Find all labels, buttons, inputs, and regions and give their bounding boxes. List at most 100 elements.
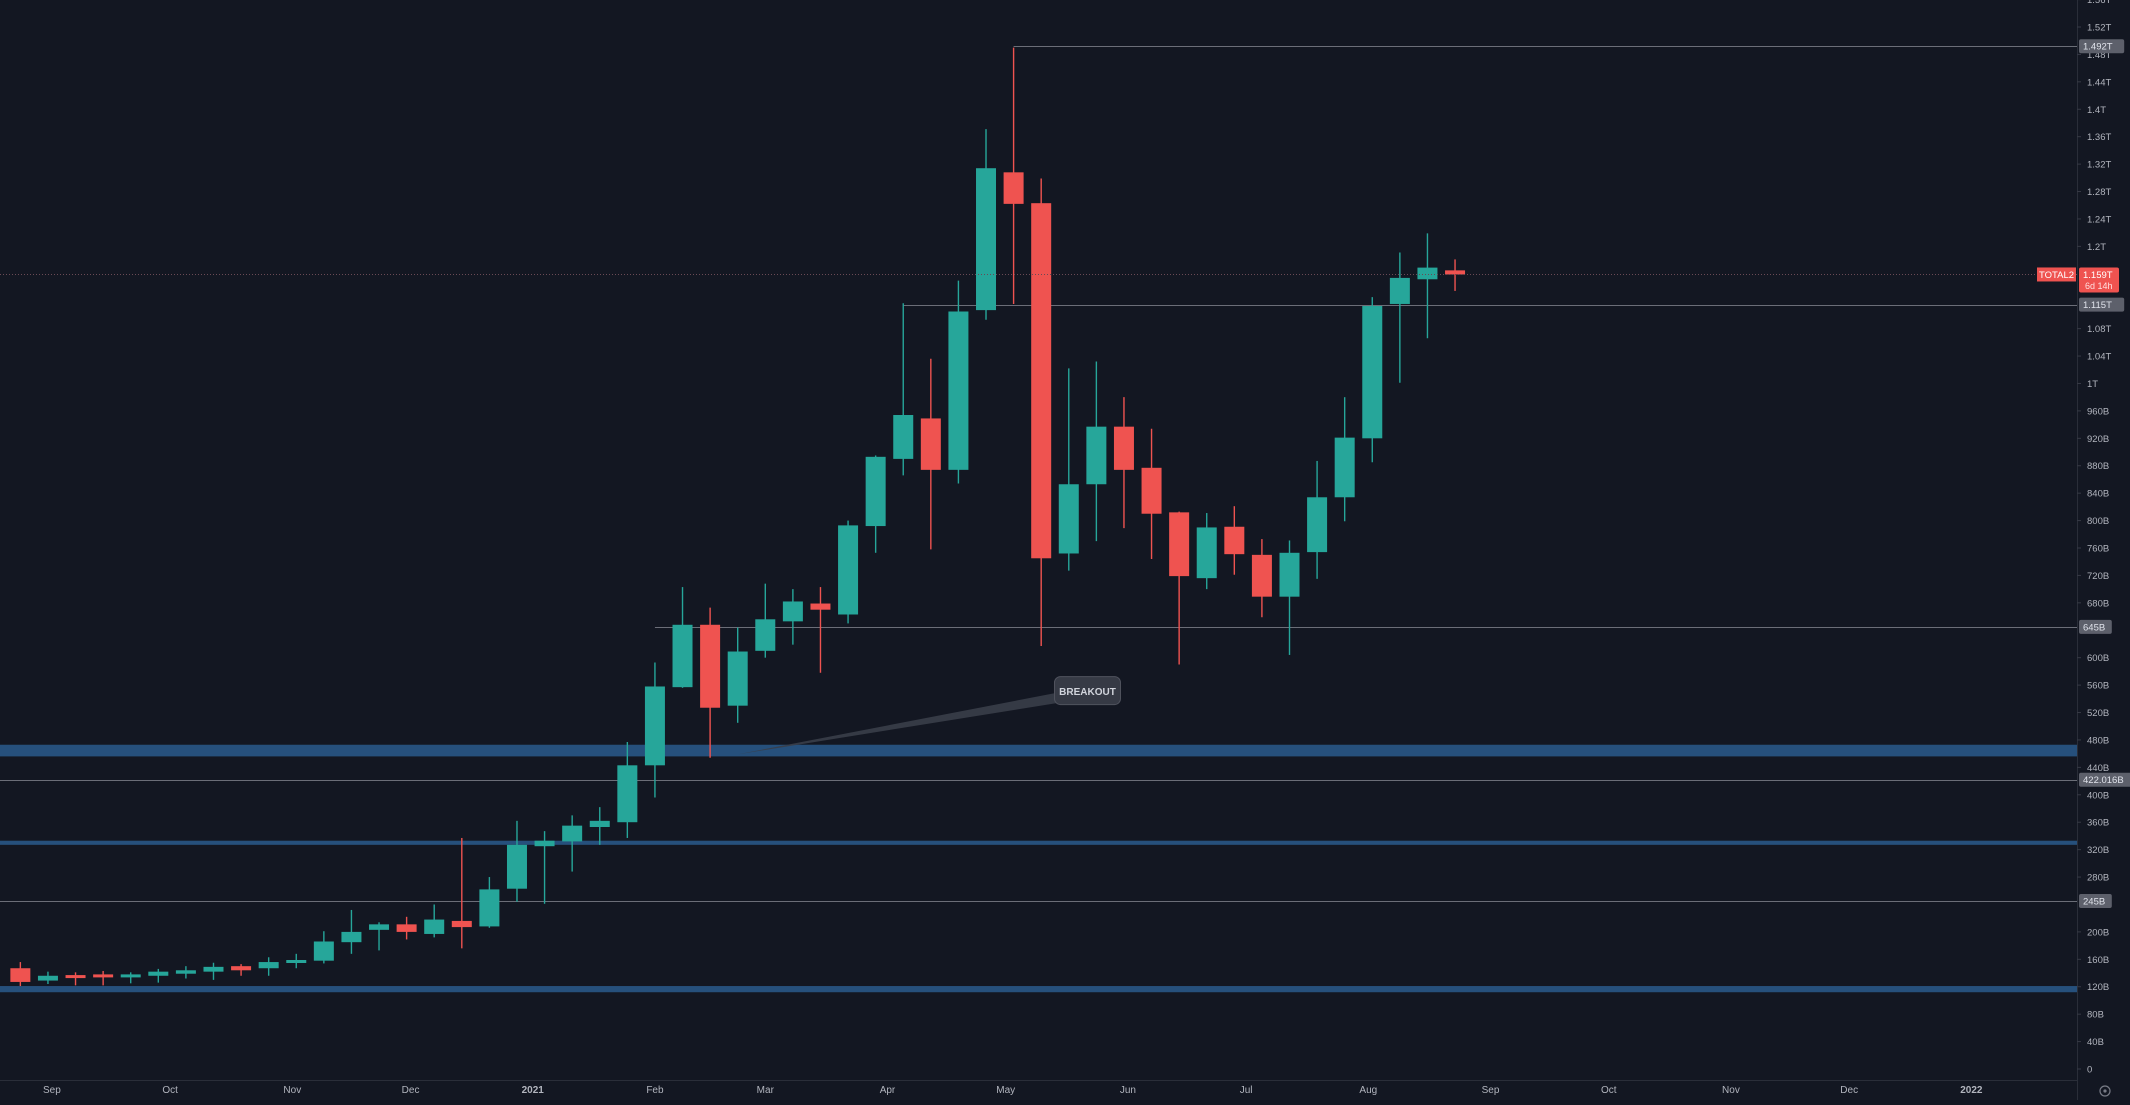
y-tick-label: 1.52T <box>2087 23 2111 34</box>
level-badge <box>2079 894 2112 909</box>
candle-body <box>920 418 941 470</box>
price-axis[interactable]: 040B80B120B160B200B280B320B360B400B440B4… <box>2077 0 2130 1076</box>
candles <box>10 47 1466 987</box>
candle-2021-07-26 <box>1334 397 1355 522</box>
candle-body <box>1251 554 1272 597</box>
candle-2020-11-02 <box>286 953 307 969</box>
y-tick-label: 480B <box>2087 735 2109 746</box>
candle-body <box>727 651 748 706</box>
settings-icon[interactable] <box>2099 1085 2111 1097</box>
y-tick-label: 80B <box>2087 1010 2104 1021</box>
candle-2021-03-15 <box>810 587 831 673</box>
y-tick-label: 560B <box>2087 681 2109 692</box>
y-tick-label: 360B <box>2087 818 2109 829</box>
x-tick-label: 2021 <box>522 1085 545 1096</box>
y-tick-label: 880B <box>2087 461 2109 472</box>
candle-body <box>1086 426 1107 485</box>
y-tick-label: 920B <box>2087 434 2109 445</box>
level-badge-label: 645B <box>2083 622 2105 633</box>
candle-2021-07-19 <box>1307 460 1328 579</box>
candle-2021-01-18 <box>589 807 610 845</box>
y-tick-label: 1.44T <box>2087 77 2111 88</box>
candle-body <box>1113 426 1134 470</box>
candle-body <box>589 820 610 828</box>
candle-2021-06-21 <box>1196 513 1217 590</box>
time-axis[interactable]: Sep Oct Nov Dec 2021 Feb Mar Apr May Jun Jul Aug Sep… <box>43 1085 1983 1096</box>
candle-body <box>65 975 86 979</box>
candle-2020-11-23 <box>369 922 390 951</box>
candle-2021-01-11 <box>562 815 583 872</box>
candle-2021-07-12 <box>1279 540 1300 655</box>
level-badge-label: 245B <box>2083 897 2105 908</box>
horizontal-levels <box>0 46 2077 902</box>
candle-2021-01-04 <box>534 831 555 904</box>
annotation-bubble <box>1053 676 1121 706</box>
candle-2020-11-30 <box>396 916 417 940</box>
candle-2020-11-09 <box>313 931 334 964</box>
candle-body <box>755 619 776 651</box>
candle-body <box>1334 437 1355 498</box>
candle-2021-05-24 <box>1086 361 1107 542</box>
candle-body <box>534 840 555 847</box>
x-tick-label: Sep <box>43 1085 61 1096</box>
candle-body <box>506 844 527 889</box>
candle-body <box>396 924 417 932</box>
candle-body <box>313 941 334 961</box>
candle-2021-08-09 <box>1389 252 1410 383</box>
y-tick-label: 1.36T <box>2087 132 2111 143</box>
y-tick-label: 440B <box>2087 763 2109 774</box>
candle-2021-02-08 <box>672 587 693 688</box>
candle-body <box>341 931 362 943</box>
candle-2020-10-05 <box>175 966 196 979</box>
candle-2021-05-31 <box>1113 397 1134 529</box>
candle-body <box>1196 527 1217 579</box>
level-badge <box>2079 297 2125 312</box>
candle-2021-03-01 <box>755 583 776 658</box>
candle-2021-05-17 <box>1058 368 1079 571</box>
candle-body <box>120 974 141 978</box>
candle-2020-12-28 <box>506 820 527 902</box>
candle-2021-07-05 <box>1251 539 1272 618</box>
candle-2020-11-16 <box>341 909 362 954</box>
x-tick-label: 2022 <box>1960 1085 1983 1096</box>
y-tick-label: 1T <box>2087 379 2098 390</box>
y-tick-label: 120B <box>2087 982 2109 993</box>
candle-body <box>782 601 803 622</box>
y-tick-label: 320B <box>2087 845 2109 856</box>
level-badge <box>2079 619 2112 634</box>
candle-body <box>976 168 997 311</box>
y-tick-label: 960B <box>2087 406 2109 417</box>
candle-body <box>1389 277 1410 304</box>
candle-2021-02-01 <box>644 662 665 798</box>
candle-2020-12-14 <box>451 837 472 949</box>
candle-body <box>479 889 500 927</box>
y-tick-label: 760B <box>2087 544 2109 555</box>
candle-body <box>1417 267 1438 280</box>
candle-2021-06-28 <box>1224 506 1245 575</box>
candle-body <box>37 975 58 981</box>
x-tick-label: Sep <box>1482 1085 1500 1096</box>
candle-2021-04-19 <box>948 280 969 484</box>
x-tick-label: Feb <box>646 1085 664 1096</box>
y-tick-label: 1.48T <box>2087 50 2111 61</box>
x-tick-label: Apr <box>880 1085 896 1096</box>
candle-body <box>451 920 472 928</box>
candle-body <box>231 966 252 971</box>
candle-body <box>1058 484 1079 554</box>
candle-2021-08-02 <box>1362 297 1383 463</box>
support-zones <box>0 744 2077 993</box>
y-tick-label: 840B <box>2087 489 2109 500</box>
symbol-badge-label: TOTAL2 <box>2039 270 2074 281</box>
level-badge-label: 422.016B <box>2083 775 2124 786</box>
x-tick-label: Aug <box>1359 1085 1377 1096</box>
candle-body <box>1279 552 1300 597</box>
candle-body <box>93 974 114 978</box>
x-tick-label: May <box>996 1085 1015 1096</box>
candle-2021-01-25 <box>617 742 638 838</box>
countdown-label: 6d 14h <box>2085 281 2113 291</box>
support-zone-1 <box>0 840 2077 845</box>
support-zone-0 <box>0 744 2077 757</box>
